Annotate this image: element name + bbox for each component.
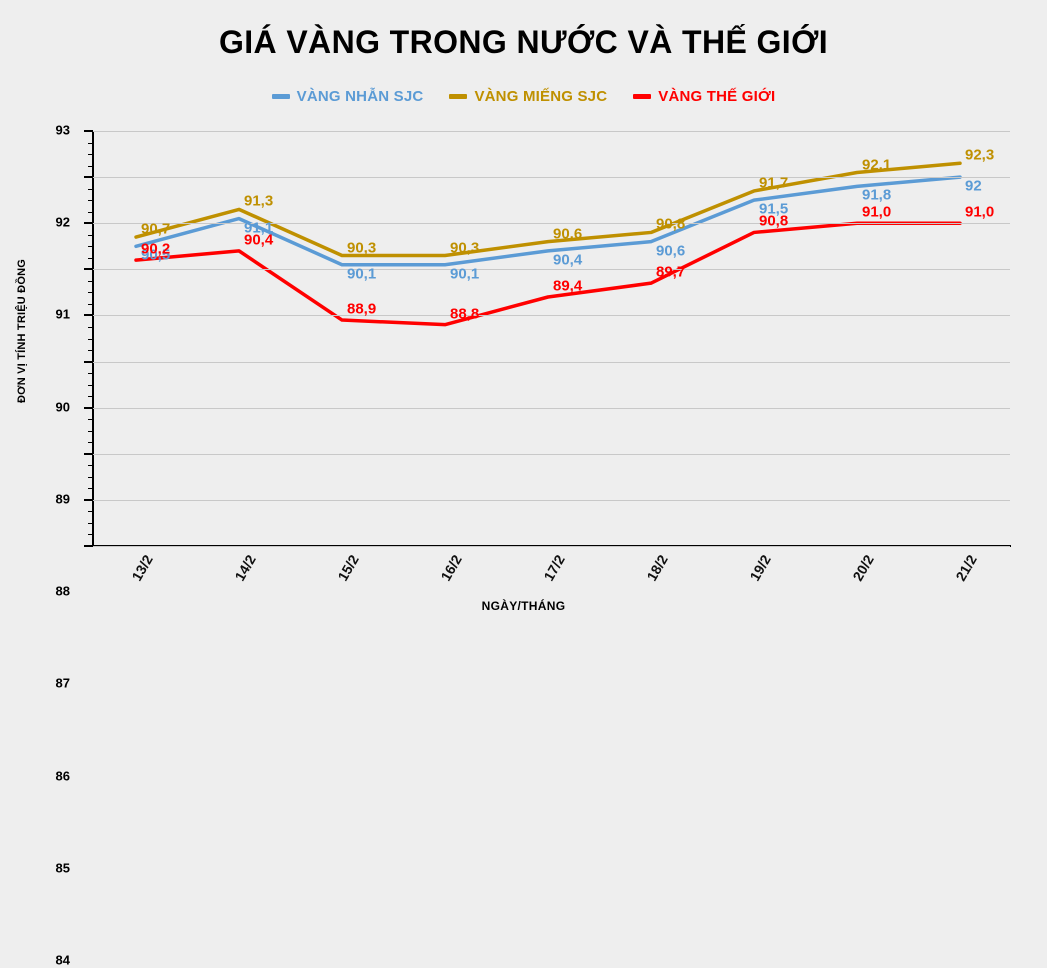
x-axis-tick-label: 19/2	[746, 552, 774, 584]
y-axis-tick-minor	[88, 534, 93, 536]
y-axis-tick-label: 87	[55, 675, 70, 691]
legend-item[interactable]: VÀNG THẾ GIỚI	[633, 88, 775, 105]
x-axis-tick-label: 13/2	[128, 552, 156, 584]
plot-area: 84 85 86 87 88 89 90 91 92 93 90,5 91,1 90,1 90,1 90,4…	[56, 123, 1010, 968]
legend-label: VÀNG THẾ GIỚI	[658, 88, 776, 105]
y-axis-tick-major: 89	[56, 314, 93, 506]
y-axis-line	[92, 131, 94, 547]
gridline	[93, 361, 1010, 363]
y-axis-tick-minor	[88, 154, 93, 156]
y-axis-tick-minor	[88, 303, 93, 305]
y-axis-tick-minor	[88, 396, 93, 398]
x-axis-tick-label: 18/2	[643, 552, 671, 584]
y-axis-tick-minor	[88, 476, 93, 478]
y-axis-tick-minor	[88, 211, 93, 213]
y-axis-tick-minor	[88, 246, 93, 248]
y-axis-tick-major: 87	[56, 406, 93, 691]
series-line	[134, 221, 962, 327]
x-axis-tick-label: 20/2	[849, 552, 877, 584]
y-axis-tick-major: 93	[56, 123, 93, 138]
y-axis-tick-major: 88	[56, 360, 93, 599]
y-axis-tick-minor	[88, 142, 93, 144]
y-axis-tick-minor	[88, 384, 93, 386]
y-axis-tick-minor	[88, 188, 93, 190]
y-axis-tick-label: 92	[55, 214, 70, 230]
y-axis-tick-major: 92	[56, 176, 93, 230]
x-axis-tick-label: 21/2	[952, 552, 980, 584]
y-axis-tick-label: 89	[55, 491, 70, 507]
y-axis-tick-minor	[88, 419, 93, 421]
y-axis-tick-minor	[88, 280, 93, 282]
x-axis-tick-label: 14/2	[231, 552, 259, 584]
legend-item[interactable]: VÀNG NHẪN SJC	[271, 88, 424, 105]
gridline	[93, 269, 1010, 271]
y-axis-tick-label: 88	[55, 583, 70, 599]
series-line	[134, 161, 962, 258]
legend-label: VÀNG NHẪN SJC	[296, 88, 424, 105]
gridline	[93, 315, 1010, 317]
y-axis-tick-major: 91	[56, 222, 93, 322]
y-axis-tick-minor	[88, 200, 93, 202]
gridline	[93, 453, 1010, 455]
legend-label: VÀNG MIẾNG SJC	[474, 88, 608, 105]
y-axis-tick-major: 90	[56, 268, 93, 414]
gridline	[93, 131, 1010, 132]
y-axis-tick-label: 90	[55, 399, 70, 415]
y-axis-tick-major: 85	[56, 498, 93, 875]
gridline	[93, 223, 1010, 225]
x-axis-tick-label: 15/2	[334, 552, 362, 584]
y-axis-tick-minor	[88, 465, 93, 467]
series-lines	[134, 161, 962, 327]
y-axis-tick-label: 91	[55, 306, 70, 322]
y-axis-tick-major: 84	[56, 545, 93, 968]
y-axis-tick-minor	[88, 488, 93, 490]
x-axis-tick-label: 16/2	[437, 552, 465, 584]
legend-swatch-icon	[271, 94, 290, 99]
y-axis-title: ĐƠN VỊ TÍNH TRIỆU ĐỒNG	[16, 259, 28, 403]
chart-legend: VÀNG NHẪN SJC VÀNG MIẾNG SJC VÀNG THẾ GIỚI	[0, 88, 1047, 105]
y-axis-tick-minor	[88, 165, 93, 167]
gridline	[93, 499, 1010, 501]
series-line	[134, 175, 962, 267]
y-axis-tick-major: 86	[56, 452, 93, 783]
y-axis-tick-label: 86	[55, 768, 70, 784]
y-axis-tick-minor	[88, 338, 93, 340]
y-axis-tick-minor	[88, 373, 93, 375]
x-axis-title: NGÀY/THÁNG	[481, 599, 566, 613]
legend-swatch-icon	[449, 94, 468, 99]
page-title: GIÁ VÀNG TRONG NƯỚC VÀ THẾ GIỚI	[218, 24, 829, 60]
y-axis-tick-label: 93	[55, 122, 70, 138]
y-axis-tick-minor	[88, 292, 93, 294]
y-axis-tick-minor	[88, 522, 93, 524]
gridline	[93, 546, 1010, 547]
y-axis-tick-minor	[88, 350, 93, 352]
y-axis-tick-label: 84	[55, 952, 70, 968]
y-axis-tick-minor	[88, 326, 93, 328]
gold-price-line-chart: GIÁ VÀNG TRONG NƯỚC VÀ THẾ GIỚI VÀNG NHẪ…	[0, 24, 1047, 968]
y-axis-tick-minor	[88, 442, 93, 444]
y-axis-tick-minor	[88, 234, 93, 236]
y-axis-tick-minor	[88, 257, 93, 259]
y-axis-tick-label: 85	[55, 860, 70, 876]
gridline	[93, 407, 1010, 409]
y-axis-tick-minor	[88, 430, 93, 432]
gridline	[93, 177, 1010, 179]
legend-swatch-icon	[633, 94, 652, 99]
y-axis-tick-minor	[88, 511, 93, 513]
legend-item[interactable]: VÀNG MIẾNG SJC	[449, 88, 607, 105]
x-axis-tick-label: 17/2	[540, 552, 568, 584]
